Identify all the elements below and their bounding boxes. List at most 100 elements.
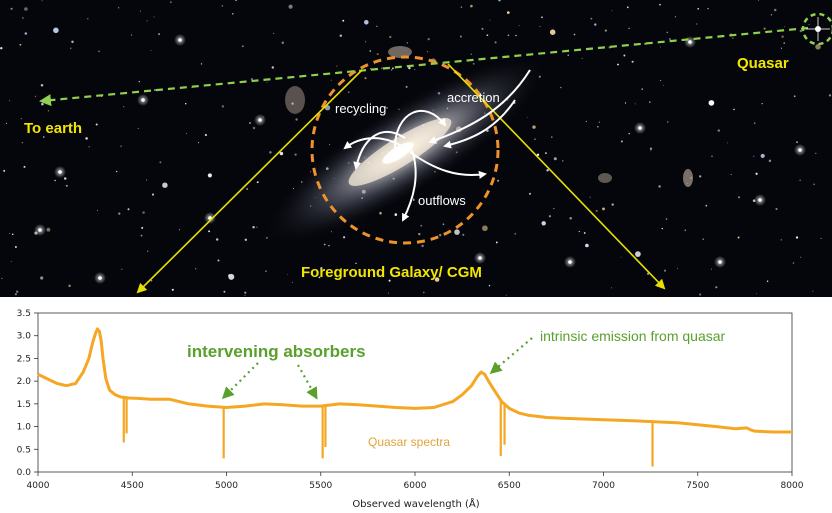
star [71, 40, 74, 44]
star [150, 280, 153, 282]
projection-line-left [136, 69, 363, 294]
star [273, 32, 275, 34]
star [768, 159, 772, 163]
star [459, 35, 462, 38]
star [667, 121, 669, 123]
star [666, 31, 669, 34]
y-tick-label: 1.0 [17, 423, 32, 433]
recycling-arrow [353, 131, 406, 170]
star [405, 85, 408, 88]
absorber-pointer-arrow [221, 362, 259, 400]
star [760, 153, 765, 158]
star [256, 181, 259, 184]
star [534, 138, 536, 140]
star [495, 241, 498, 244]
star [406, 42, 409, 44]
star [507, 34, 510, 37]
star [815, 44, 821, 50]
star [434, 277, 440, 282]
star [318, 276, 321, 279]
star [505, 294, 507, 296]
star [150, 50, 152, 51]
star [813, 183, 815, 185]
star [812, 290, 814, 292]
star [281, 41, 285, 45]
star [292, 282, 293, 284]
star [98, 50, 100, 53]
star [470, 4, 473, 8]
star [569, 216, 572, 220]
star [53, 27, 59, 34]
star [602, 207, 605, 211]
star [756, 293, 757, 295]
accretion-arrow [443, 99, 516, 149]
x-tick-label: 7500 [686, 481, 709, 491]
star [250, 78, 253, 81]
star [560, 86, 562, 89]
star [799, 179, 801, 181]
star [781, 35, 784, 38]
star [204, 133, 207, 137]
gas-flow-arrows [343, 69, 531, 222]
star [737, 236, 740, 239]
star [339, 34, 343, 37]
star [766, 280, 769, 282]
background-galaxy [598, 173, 612, 183]
star [376, 25, 378, 27]
bright-star-core [178, 38, 182, 42]
absorber-pointer-arrow [297, 364, 318, 400]
star [663, 269, 667, 272]
star [146, 179, 148, 181]
recycling-arrow [394, 109, 447, 149]
star [46, 227, 51, 232]
star [710, 268, 712, 270]
y-tick-label: 0.5 [17, 445, 31, 455]
star [123, 105, 125, 108]
star [544, 152, 547, 155]
star [696, 23, 698, 25]
star [235, 0, 238, 2]
star [470, 53, 472, 55]
x-tick-label: 8000 [781, 481, 804, 491]
star [215, 238, 219, 241]
star [549, 29, 556, 35]
star [329, 144, 331, 146]
star [271, 66, 275, 69]
star [364, 77, 367, 80]
star [753, 122, 756, 124]
star [623, 54, 626, 57]
quasar-marker [801, 12, 832, 46]
star [488, 284, 491, 287]
star [676, 267, 678, 269]
x-axis-label: Observed wavelength (Å) [352, 497, 479, 510]
foreground-galaxy-label: Foreground Galaxy/ CGM [301, 264, 482, 281]
star [567, 54, 569, 56]
star [242, 45, 244, 47]
star [10, 7, 13, 10]
star [248, 121, 252, 125]
star [421, 244, 424, 248]
x-tick-label: 5500 [309, 481, 332, 491]
star [185, 103, 187, 105]
star [585, 243, 589, 248]
star [265, 270, 267, 272]
star [376, 53, 379, 56]
star [784, 26, 786, 27]
star [223, 290, 226, 293]
star [24, 7, 28, 11]
accretion-arrow [428, 69, 531, 144]
star [170, 1, 172, 3]
star [715, 286, 718, 289]
star [528, 192, 532, 195]
star [88, 146, 90, 148]
star [265, 236, 268, 239]
star [808, 24, 810, 26]
star [40, 84, 44, 87]
star [14, 246, 17, 248]
star [5, 122, 8, 125]
emission-pointer-arrow [489, 337, 533, 374]
star [697, 7, 700, 10]
star [10, 260, 12, 262]
star [707, 7, 709, 10]
star [536, 153, 540, 157]
